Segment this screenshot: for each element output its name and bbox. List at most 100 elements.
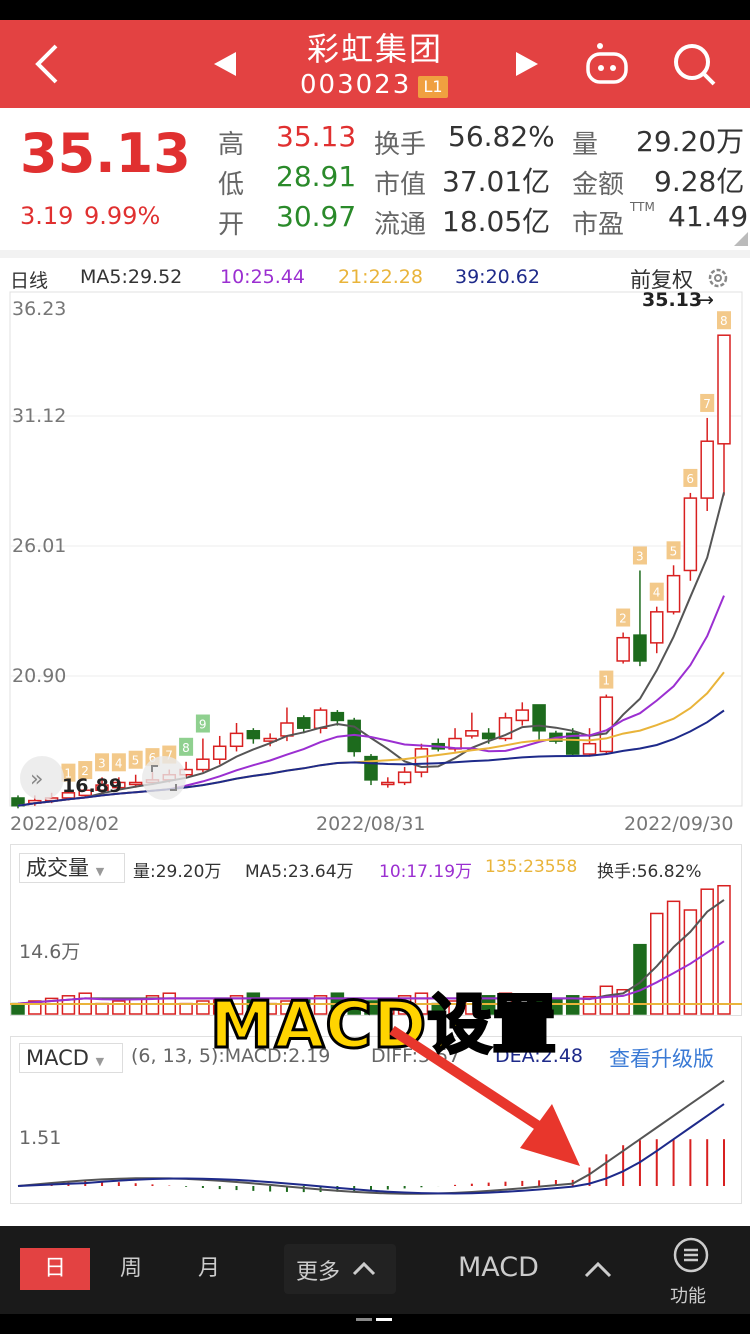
count-marker <box>632 546 647 565</box>
ma-line <box>17 709 725 807</box>
tab-week[interactable]: 周 <box>119 1256 142 1281</box>
candle <box>481 732 496 740</box>
candle <box>448 737 462 750</box>
vol-y-label: 14.6万 <box>19 941 81 963</box>
countdown-marker <box>78 761 93 780</box>
macd-selector[interactable]: MACD ▼ <box>19 1043 123 1073</box>
tab-day[interactable]: 日 <box>20 1248 90 1290</box>
func-label[interactable]: 功能 <box>670 1286 706 1307</box>
candle <box>313 709 328 729</box>
pe-ttm-sup: TTM <box>630 200 655 214</box>
candle <box>532 704 546 732</box>
stock-code: 003023 <box>300 70 412 100</box>
candle <box>700 440 714 499</box>
candle <box>297 717 311 729</box>
chevron-up-icon[interactable] <box>584 1258 612 1280</box>
menu-icon[interactable] <box>672 1236 710 1274</box>
indicator-selector[interactable]: MACD <box>458 1252 539 1283</box>
date-label: 2022/08/31 <box>316 813 426 835</box>
overlay-caption: MACD设置 <box>208 988 558 1065</box>
countdown-label: 2 <box>81 764 89 778</box>
kline-legend: 日线 MA5:29.52 10:25.44 21:22.28 39:20.62 … <box>0 250 750 292</box>
countdown-marker <box>95 753 110 772</box>
amount-label: 金额 <box>572 170 625 200</box>
ma10-legend: 10:25.44 <box>220 266 305 288</box>
price-change-pct: 9.99% <box>84 202 161 230</box>
candle <box>212 745 227 760</box>
candle <box>599 696 614 753</box>
vol-ma10-legend: 10:17.19万 <box>379 862 473 882</box>
candle <box>565 732 580 755</box>
candle <box>229 732 244 748</box>
candle <box>112 781 126 789</box>
ma5-legend: MA5:29.52 <box>80 266 183 288</box>
high-value: 35.13 <box>276 120 357 153</box>
period-label[interactable]: 日线 <box>10 270 49 292</box>
countdown-label: 6 <box>148 751 156 765</box>
ma39-legend: 39:20.62 <box>455 266 540 288</box>
ma21-legend: 21:22.28 <box>338 266 423 288</box>
prev-triangle-left-icon[interactable] <box>212 50 240 78</box>
countdown-marker <box>179 737 194 756</box>
candle <box>616 636 630 662</box>
candle <box>364 755 378 781</box>
candle <box>549 732 563 742</box>
candle <box>61 792 76 799</box>
tab-more-label: 更多 <box>296 1260 341 1285</box>
countdown-marker <box>162 745 177 764</box>
robot-icon[interactable] <box>584 40 632 88</box>
header-bar: 彩虹集团 003023 L1 <box>0 20 750 108</box>
y-label: 31.12 <box>12 405 66 427</box>
high-label: 高 <box>218 130 245 160</box>
float-value: 18.05亿 <box>442 205 551 238</box>
tab-month[interactable]: 月 <box>197 1256 220 1281</box>
candle <box>78 789 92 797</box>
vol-legend: 量:29.20万 <box>133 862 222 882</box>
turnover-value: 56.82% <box>448 120 555 153</box>
fullscreen-corners-icon <box>151 765 177 791</box>
countdown-marker <box>111 753 126 772</box>
vol-ma5-legend: MA5:23.64万 <box>245 862 354 882</box>
adjust-selector[interactable]: 前复权 <box>630 268 693 292</box>
gear-icon[interactable] <box>706 266 730 290</box>
y-label: 26.01 <box>12 535 66 557</box>
candle <box>414 748 429 773</box>
expand-corner-icon[interactable] <box>734 232 748 246</box>
tab-more[interactable]: 更多 <box>284 1244 396 1294</box>
candle <box>633 634 647 662</box>
count-label: 4 <box>653 586 661 600</box>
candle <box>263 737 277 742</box>
candle <box>381 781 395 786</box>
back-chevron-left-icon[interactable] <box>30 42 66 86</box>
low-value: 28.91 <box>276 160 357 193</box>
open-value: 30.97 <box>276 200 357 233</box>
macd-selector-label: MACD <box>26 1046 89 1070</box>
ma-line <box>17 595 725 807</box>
count-label: 3 <box>636 549 644 563</box>
kline-frame <box>9 291 743 807</box>
search-icon[interactable] <box>670 40 718 88</box>
countdown-marker <box>61 763 76 782</box>
home-indicator-strip <box>0 1314 750 1334</box>
upgrade-link[interactable]: 查看升级版 <box>609 1047 714 1071</box>
candle <box>465 730 479 737</box>
count-marker <box>616 608 631 627</box>
countdown-label: 1 <box>64 767 72 781</box>
level-badge: L1 <box>418 76 448 98</box>
mktcap-label: 市值 <box>374 170 427 200</box>
candle <box>162 773 177 781</box>
volume-selector[interactable]: 成交量 ▼ <box>19 853 125 883</box>
candle <box>145 779 160 784</box>
candle <box>246 730 261 740</box>
countdown-marker <box>195 714 210 733</box>
vol-ma135-legend: 135:23558 <box>485 857 578 877</box>
count-label: 6 <box>686 472 694 486</box>
candle <box>650 611 664 644</box>
countdown-label: 3 <box>98 756 106 770</box>
candle <box>196 758 210 771</box>
countdown-marker <box>128 750 143 769</box>
candle <box>498 717 513 740</box>
home-indicator <box>376 1318 392 1321</box>
volume-selector-label: 成交量 <box>26 856 89 880</box>
next-triangle-right-icon[interactable] <box>512 50 540 78</box>
